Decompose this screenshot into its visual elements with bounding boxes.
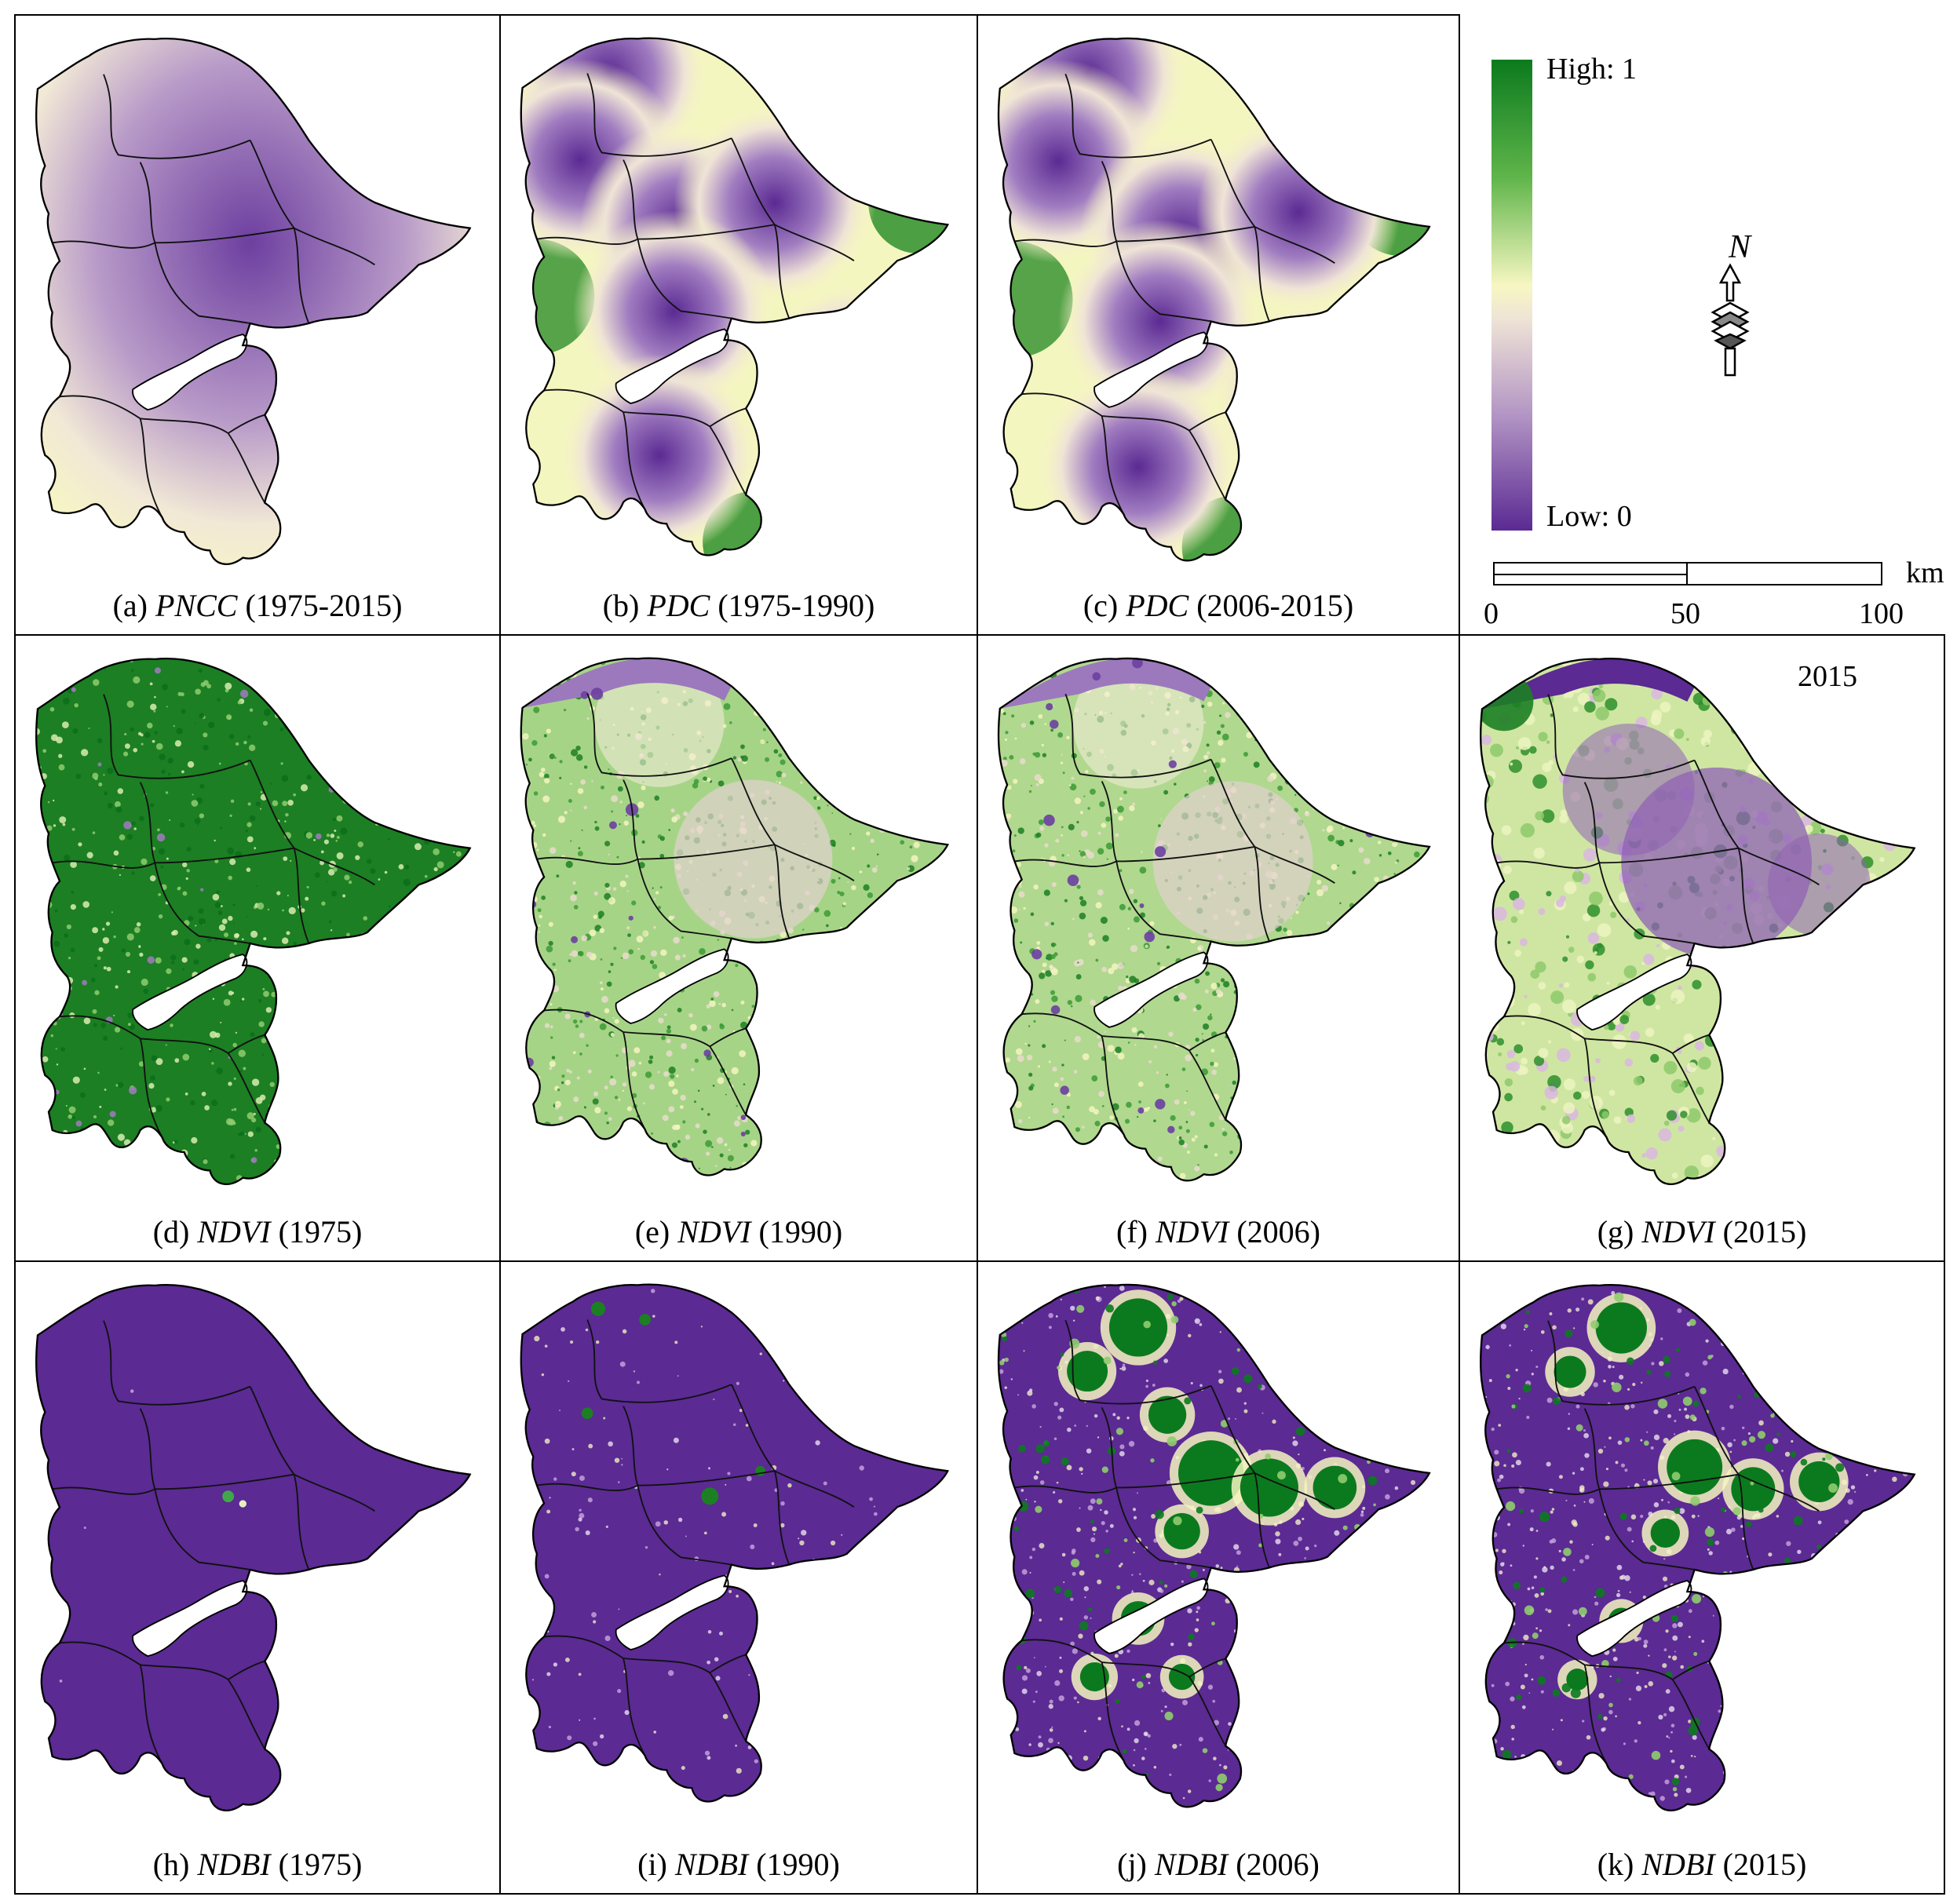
caption-prefix: (e) xyxy=(634,1214,678,1249)
panel-caption-d: (d) NDVI (1975) xyxy=(16,1215,499,1249)
panel-caption-b: (b) PDC (1975-1990) xyxy=(501,589,977,623)
caption-years: (1975) xyxy=(270,1214,363,1249)
caption-prefix: (f) xyxy=(1116,1214,1156,1249)
caption-years: (1975) xyxy=(270,1847,363,1882)
map-panel-d: (d) NDVI (1975) xyxy=(14,634,501,1262)
panel-caption-c: (c) PDC (2006-2015) xyxy=(978,589,1459,623)
legend-low-label: Low: 0 xyxy=(1546,500,1632,533)
caption-years: (1990) xyxy=(750,1214,843,1249)
scale-unit: km xyxy=(1906,556,1944,589)
caption-prefix: (j) xyxy=(1117,1847,1155,1882)
map-panel-h: (h) NDBI (1975) xyxy=(14,1260,501,1895)
scale-bar xyxy=(1493,562,1882,585)
map-h xyxy=(35,1284,472,1811)
panel-caption-i: (i) NDBI (1990) xyxy=(501,1847,977,1882)
caption-prefix: (h) xyxy=(152,1847,198,1882)
lake-shape xyxy=(132,1579,248,1658)
map-panel-a: (a) PNCC (1975-2015) xyxy=(14,14,501,636)
caption-years: (1975-2015) xyxy=(237,588,403,623)
region-outline xyxy=(520,37,950,556)
panel-caption-e: (e) NDVI (1990) xyxy=(501,1215,977,1249)
map-panel-f: (f) NDVI (2006) xyxy=(977,634,1460,1262)
region-outline xyxy=(997,657,1431,1182)
panel-caption-a: (a) PNCC (1975-2015) xyxy=(16,589,499,623)
caption-index: NDVI xyxy=(1641,1214,1715,1249)
caption-prefix: (i) xyxy=(637,1847,675,1882)
map-a xyxy=(35,38,472,565)
map-panel-e: (e) NDVI (1990) xyxy=(499,634,978,1262)
lake-shape xyxy=(132,333,248,411)
panel-caption-k: (k) NDBI (2015) xyxy=(1460,1847,1944,1882)
legend-high-label: High: 1 xyxy=(1546,53,1638,86)
scale-tick-100: 100 xyxy=(1859,597,1904,630)
caption-index: NDBI xyxy=(674,1847,749,1882)
region-outline xyxy=(520,657,950,1176)
region-outline xyxy=(1480,1284,1916,1811)
lake-shape xyxy=(615,1574,729,1650)
caption-index: PDC xyxy=(1126,588,1189,623)
map-e xyxy=(520,657,950,1176)
lake-shape xyxy=(615,328,729,404)
map-d xyxy=(35,658,472,1185)
lake-shape xyxy=(1094,951,1209,1028)
map-panel-k: (k) NDBI (2015) xyxy=(1459,1260,1945,1895)
panel-caption-g: (g) NDVI (2015) xyxy=(1460,1215,1944,1249)
legend: High: 1 Low: 0 N km 0 50 100 xyxy=(1462,14,1948,634)
caption-index: NDBI xyxy=(1641,1847,1715,1882)
caption-years: (2015) xyxy=(1714,1847,1807,1882)
scale-tick-0: 0 xyxy=(1484,597,1499,630)
map-i xyxy=(520,1283,950,1803)
lake-shape xyxy=(132,953,248,1031)
caption-index: NDVI xyxy=(1156,1214,1229,1249)
map-j xyxy=(997,1283,1431,1808)
lake-shape xyxy=(1576,953,1692,1031)
map-panel-c: (c) PDC (2006-2015) xyxy=(977,14,1460,636)
caption-index: PDC xyxy=(647,588,710,623)
caption-prefix: (k) xyxy=(1597,1847,1642,1882)
scale-tick-50: 50 xyxy=(1670,597,1700,630)
caption-prefix: (b) xyxy=(602,588,648,623)
region-outline xyxy=(997,37,1431,562)
corner-year-label: 2015 xyxy=(1798,660,1857,693)
region-outline xyxy=(35,1284,472,1811)
panel-caption-f: (f) NDVI (2006) xyxy=(978,1215,1459,1249)
caption-index: NDVI xyxy=(197,1214,271,1249)
panel-caption-h: (h) NDBI (1975) xyxy=(16,1847,499,1882)
caption-prefix: (a) xyxy=(112,588,155,623)
region-outline xyxy=(35,38,472,565)
map-panel-b: (b) PDC (1975-1990) xyxy=(499,14,978,636)
region-outline xyxy=(1480,658,1916,1185)
caption-prefix: (c) xyxy=(1083,588,1126,623)
caption-index: NDVI xyxy=(677,1214,751,1249)
caption-years: (2006) xyxy=(1228,1847,1320,1882)
caption-prefix: (g) xyxy=(1597,1214,1642,1249)
map-panel-g: 2015 (g) NDVI (2015) xyxy=(1459,634,1945,1262)
map-k xyxy=(1480,1284,1916,1811)
caption-prefix: (d) xyxy=(152,1214,198,1249)
panel-caption-j: (j) NDBI (2006) xyxy=(978,1847,1459,1882)
lake-shape xyxy=(1094,1578,1209,1654)
color-ramp xyxy=(1491,60,1532,531)
region-outline xyxy=(35,658,472,1185)
caption-years: (2015) xyxy=(1714,1214,1807,1249)
map-panel-i: (i) NDBI (1990) xyxy=(499,1260,978,1895)
map-g xyxy=(1480,658,1916,1185)
region-outline xyxy=(997,1283,1431,1808)
map-c xyxy=(997,37,1431,562)
lake-shape xyxy=(615,948,729,1024)
caption-index: PNCC xyxy=(155,588,238,623)
region-outline xyxy=(520,1283,950,1803)
lake-shape xyxy=(1576,1579,1692,1658)
map-f xyxy=(997,657,1431,1182)
caption-index: NDBI xyxy=(1154,1847,1229,1882)
caption-years: (1990) xyxy=(748,1847,840,1882)
caption-years: (2006) xyxy=(1229,1214,1320,1249)
caption-index: NDBI xyxy=(197,1847,271,1882)
map-panel-j: (j) NDBI (2006) xyxy=(977,1260,1460,1895)
north-arrow-icon: N xyxy=(1711,229,1752,377)
caption-years: (2006-2015) xyxy=(1188,588,1354,623)
lake-shape xyxy=(1094,331,1209,408)
caption-years: (1975-1990) xyxy=(710,588,875,623)
map-b xyxy=(520,37,950,556)
